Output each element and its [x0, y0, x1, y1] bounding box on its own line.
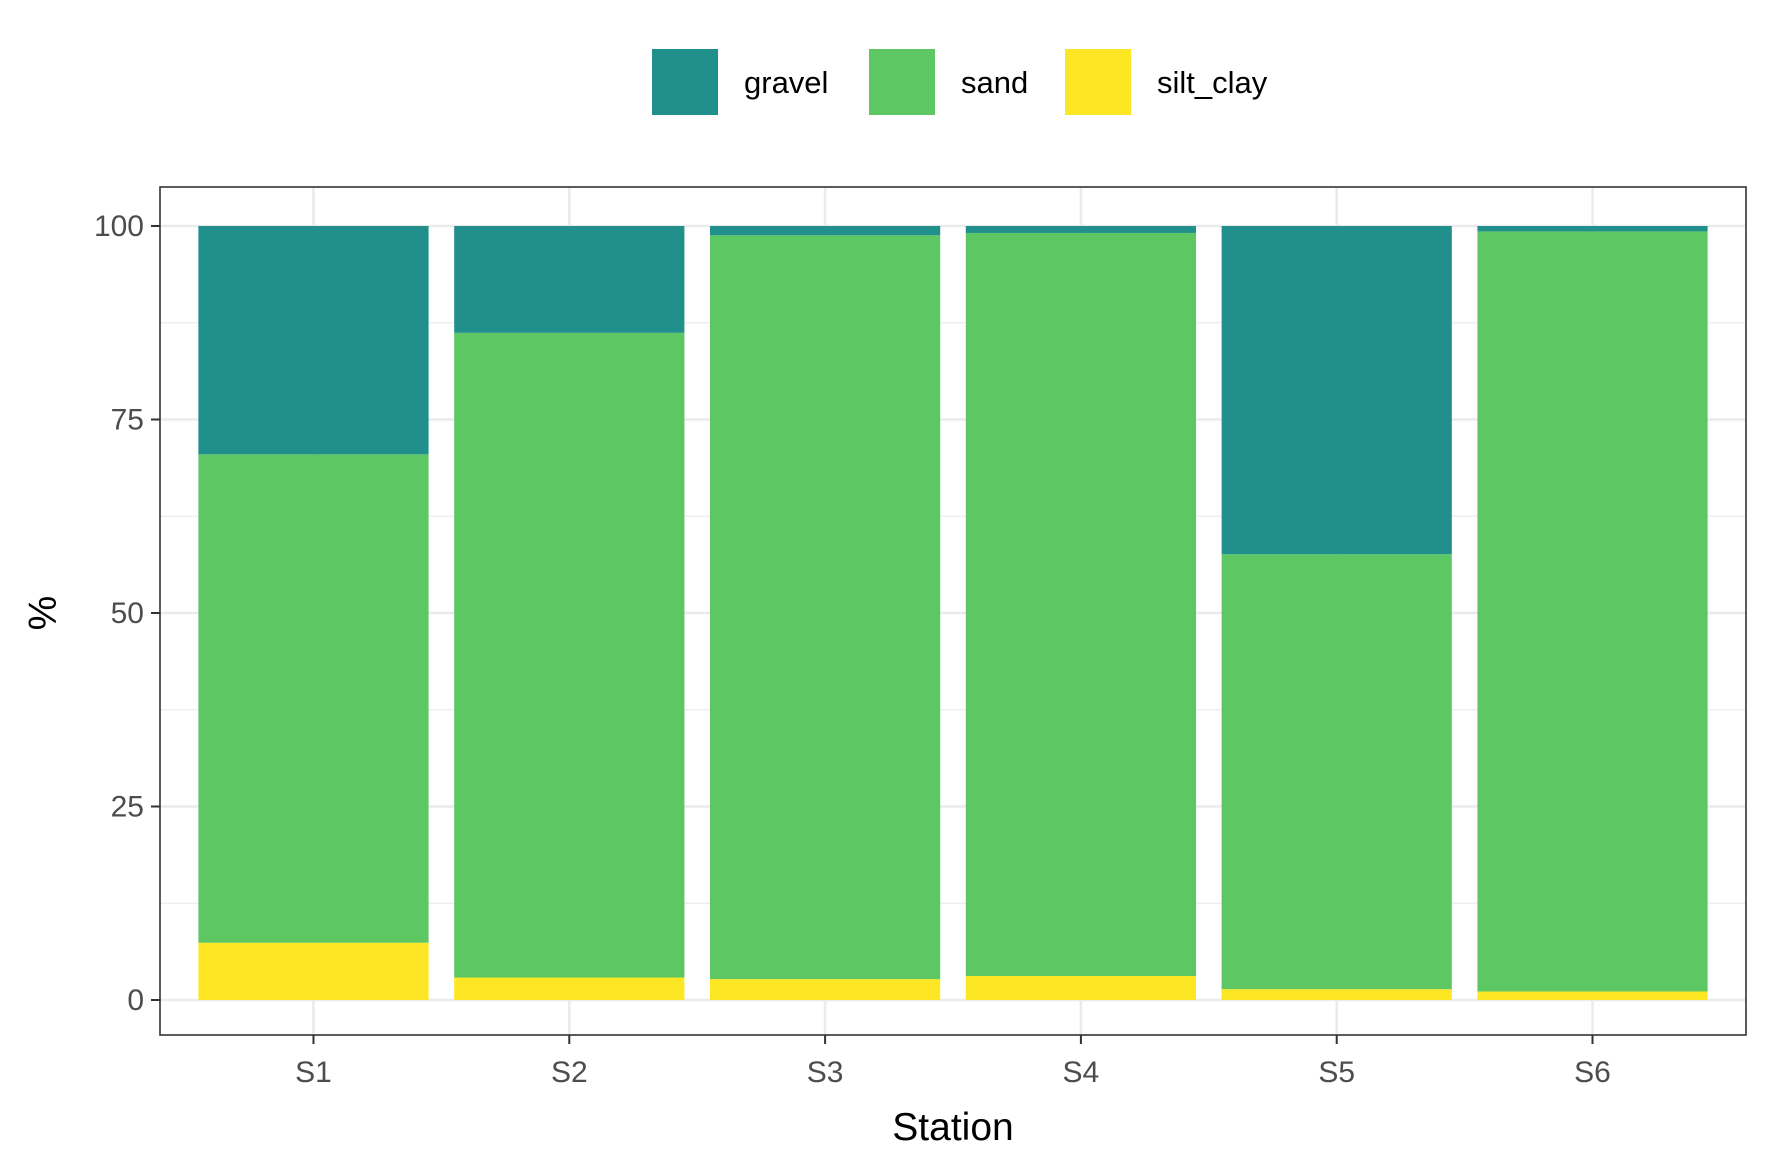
y-axis: 0 25 50 75 100: [94, 210, 160, 1017]
bar-sand-s5: [1221, 554, 1452, 990]
bar-gravel-s4: [965, 226, 1197, 233]
y-tick-label: 0: [127, 984, 144, 1017]
bar-sand-s6: [1477, 231, 1708, 992]
bar-sand-s1: [198, 454, 429, 943]
y-tick-label: 25: [111, 791, 144, 824]
x-tick-label: S1: [295, 1056, 332, 1089]
legend-label: sand: [961, 65, 1028, 100]
bar-gravel-s3: [709, 226, 941, 236]
bar-silt-clay-s3: [709, 979, 941, 1000]
bars: [198, 226, 1708, 1000]
bar-sand-s2: [454, 332, 685, 978]
y-axis-title: %: [22, 596, 65, 631]
legend-label: silt_clay: [1157, 65, 1268, 100]
bar-gravel-s1: [198, 226, 429, 455]
bar-silt-clay-s1: [198, 942, 429, 1000]
x-tick-label: S6: [1574, 1056, 1611, 1089]
bar-sand-s3: [709, 235, 941, 980]
legend-key-sand: [869, 49, 935, 115]
legend: gravel sand silt_clay: [652, 49, 1268, 115]
bar-silt-clay-s2: [454, 977, 685, 1000]
bar-silt-clay-s5: [1221, 989, 1452, 1000]
x-axis: S1 S2 S3 S4 S5 S6: [295, 1035, 1611, 1089]
x-tick-label: S5: [1318, 1056, 1355, 1089]
y-tick-label: 50: [111, 597, 144, 630]
x-tick-label: S4: [1063, 1056, 1100, 1089]
y-tick-label: 75: [111, 404, 144, 437]
bar-gravel-s2: [454, 226, 685, 333]
x-tick-label: S2: [551, 1056, 588, 1089]
x-axis-title: Station: [892, 1106, 1013, 1149]
bar-sand-s4: [965, 232, 1197, 977]
x-tick-label: S3: [807, 1056, 844, 1089]
bar-silt-clay-s6: [1477, 991, 1708, 1000]
bar-gravel-s5: [1221, 226, 1452, 555]
legend-key-gravel: [652, 49, 718, 115]
plot-border: [159, 186, 1747, 1036]
bar-silt-clay-s4: [965, 976, 1197, 1000]
legend-label: gravel: [744, 65, 828, 100]
y-tick-label: 100: [94, 210, 144, 243]
bar-gravel-s6: [1477, 226, 1708, 232]
legend-key-silt-clay: [1065, 49, 1131, 115]
